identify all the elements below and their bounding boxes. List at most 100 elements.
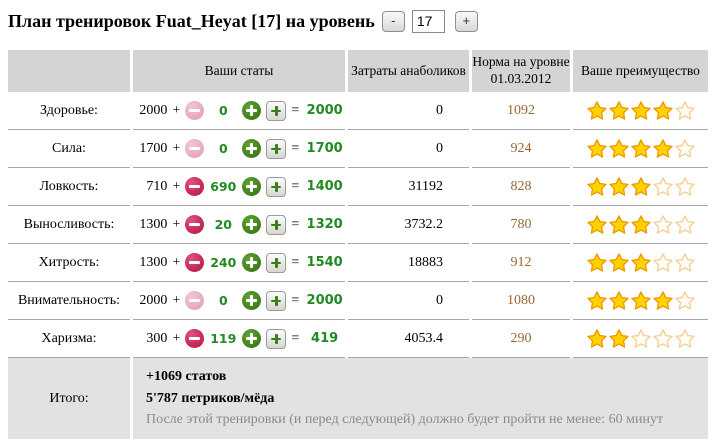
table-footer: Итого: +1069 статов 5'787 петриков/мёда … bbox=[8, 358, 708, 440]
increase-step-button[interactable] bbox=[266, 138, 287, 159]
level-input[interactable] bbox=[411, 9, 445, 33]
plus-sign: + bbox=[172, 140, 181, 156]
page-title: План тренировок Fuat_Heyat [17] на урове… bbox=[8, 10, 375, 31]
base-value: 2000 bbox=[139, 292, 168, 308]
increase-icon[interactable] bbox=[242, 215, 262, 234]
stat-name: Выносливость: bbox=[8, 206, 130, 244]
decrease-icon[interactable] bbox=[185, 139, 205, 158]
increase-icon[interactable] bbox=[242, 253, 262, 272]
star-empty-icon bbox=[652, 215, 673, 234]
decrease-icon[interactable] bbox=[185, 101, 205, 120]
stat-row: Ловкость: 710 + 690 = 1400 31192 828 bbox=[8, 168, 708, 206]
base-value: 710 bbox=[146, 178, 168, 194]
advantage-stars bbox=[573, 206, 708, 244]
added-value: 0 bbox=[218, 103, 228, 118]
star-empty-icon bbox=[674, 101, 695, 120]
anabolics-cost: 3732.2 bbox=[348, 206, 469, 244]
star-filled-icon bbox=[630, 291, 651, 310]
plus-sign: + bbox=[172, 330, 181, 346]
increase-step-button[interactable] bbox=[266, 214, 287, 235]
stat-row: Сила: 1700 + 0 = 1700 0 924 bbox=[8, 130, 708, 168]
star-filled-icon bbox=[630, 177, 651, 196]
total-value: 1320 bbox=[306, 217, 343, 232]
stat-row: Хитрость: 1300 + 240 = 1540 18883 912 bbox=[8, 244, 708, 282]
star-filled-icon bbox=[608, 139, 629, 158]
decrease-icon[interactable] bbox=[185, 253, 205, 272]
table-header: Ваши статы Затраты анаболиков Норма на у… bbox=[8, 50, 708, 92]
stat-controls: 300 + 119 = 419 bbox=[135, 328, 345, 349]
increase-step-button[interactable] bbox=[266, 176, 287, 197]
plus-sign: + bbox=[172, 216, 181, 232]
star-filled-icon bbox=[586, 215, 607, 234]
equals-sign: = bbox=[291, 254, 300, 270]
norm-value: 1080 bbox=[472, 282, 570, 320]
stat-controls: 2000 + 0 = 2000 bbox=[135, 100, 345, 121]
star-empty-icon bbox=[674, 139, 695, 158]
stat-name: Хитрость: bbox=[8, 244, 130, 282]
total-value: 1700 bbox=[306, 141, 343, 156]
level-increment-button[interactable]: + bbox=[454, 10, 478, 32]
equals-sign: = bbox=[291, 140, 300, 156]
increase-icon[interactable] bbox=[242, 139, 262, 158]
stat-name: Внимательность: bbox=[8, 282, 130, 320]
star-empty-icon bbox=[652, 329, 673, 348]
star-filled-icon bbox=[652, 101, 673, 120]
advantage-stars bbox=[573, 244, 708, 282]
stat-controls: 2000 + 0 = 2000 bbox=[135, 290, 345, 311]
anabolics-cost: 0 bbox=[348, 130, 469, 168]
star-filled-icon bbox=[608, 101, 629, 120]
stat-row: Здоровье: 2000 + 0 = 2000 0 1092 bbox=[8, 92, 708, 130]
stat-name: Ловкость: bbox=[8, 168, 130, 206]
added-value: 20 bbox=[214, 217, 232, 232]
equals-sign: = bbox=[291, 178, 300, 194]
increase-icon[interactable] bbox=[242, 329, 262, 348]
total-label: Итого: bbox=[8, 358, 130, 440]
star-empty-icon bbox=[674, 177, 695, 196]
base-value: 1300 bbox=[139, 216, 168, 232]
increase-step-button[interactable] bbox=[266, 290, 287, 311]
level-decrement-button[interactable]: - bbox=[381, 10, 405, 32]
decrease-icon[interactable] bbox=[185, 291, 205, 310]
star-filled-icon bbox=[652, 139, 673, 158]
equals-sign: = bbox=[291, 330, 300, 346]
added-value: 240 bbox=[210, 255, 237, 270]
decrease-icon[interactable] bbox=[185, 177, 205, 196]
stat-name: Сила: bbox=[8, 130, 130, 168]
star-empty-icon bbox=[674, 215, 695, 234]
base-value: 1300 bbox=[139, 254, 168, 270]
anabolics-cost: 18883 bbox=[348, 244, 469, 282]
total-value: 419 bbox=[311, 331, 339, 346]
star-filled-icon bbox=[608, 291, 629, 310]
anabolics-cost: 0 bbox=[348, 92, 469, 130]
norm-value: 924 bbox=[472, 130, 570, 168]
stat-controls: 1300 + 20 = 1320 bbox=[135, 214, 345, 235]
decrease-icon[interactable] bbox=[185, 329, 205, 348]
total-summary: +1069 статов 5'787 петриков/мёда После э… bbox=[133, 358, 708, 440]
star-empty-icon bbox=[652, 253, 673, 272]
increase-icon[interactable] bbox=[242, 291, 262, 310]
increase-step-button[interactable] bbox=[266, 100, 287, 121]
anabolics-cost: 31192 bbox=[348, 168, 469, 206]
star-filled-icon bbox=[608, 177, 629, 196]
plus-sign: + bbox=[172, 102, 181, 118]
plus-sign: + bbox=[172, 254, 181, 270]
star-empty-icon bbox=[674, 291, 695, 310]
stat-row: Харизма: 300 + 119 = 419 4053.4 290 bbox=[8, 320, 708, 358]
star-filled-icon bbox=[608, 215, 629, 234]
norm-value: 828 bbox=[472, 168, 570, 206]
increase-step-button[interactable] bbox=[266, 328, 287, 349]
cooldown-note: После этой тренировки (и перед следующей… bbox=[146, 412, 664, 428]
base-value: 300 bbox=[146, 330, 168, 346]
header-your-advantage: Ваше преимущество bbox=[573, 50, 708, 92]
increase-icon[interactable] bbox=[242, 101, 262, 120]
total-value: 1540 bbox=[306, 255, 343, 270]
decrease-icon[interactable] bbox=[185, 215, 205, 234]
increase-step-button[interactable] bbox=[266, 252, 287, 273]
title-bar: План тренировок Fuat_Heyat [17] на урове… bbox=[8, 6, 711, 36]
total-value: 2000 bbox=[306, 293, 343, 308]
increase-icon[interactable] bbox=[242, 177, 262, 196]
header-anabolics-cost: Затраты анаболиков bbox=[348, 50, 469, 92]
stat-controls: 1300 + 240 = 1540 bbox=[135, 252, 345, 273]
stat-controls: 710 + 690 = 1400 bbox=[135, 176, 345, 197]
